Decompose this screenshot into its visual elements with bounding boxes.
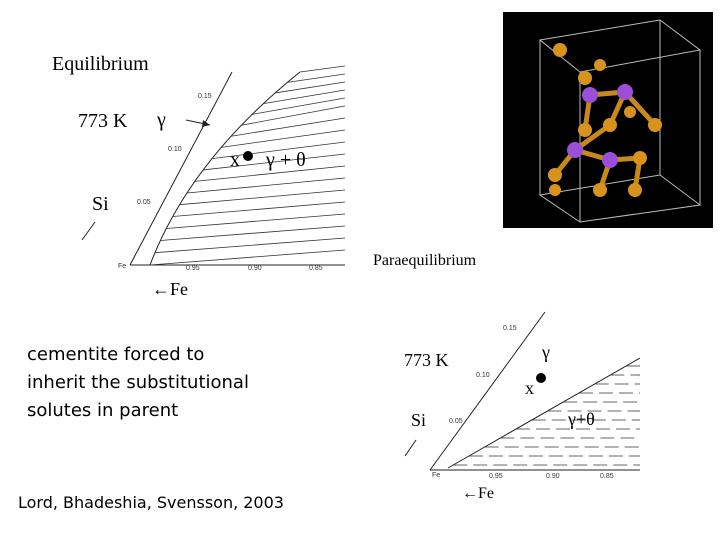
tie-line (166, 213, 346, 229)
arrow (81, 221, 96, 241)
si-axis (429, 311, 546, 471)
phase-boundary (447, 357, 641, 469)
point-label: x (525, 378, 534, 398)
tie-line (172, 201, 346, 217)
tie-line (231, 117, 346, 137)
tie-line (299, 65, 346, 73)
tie-line (160, 225, 346, 241)
tie-line (211, 141, 346, 159)
paraequilibrium-diagram: Paraequilibrium 773 K γ x γ+θ Si ←Fe Fe … (373, 252, 641, 502)
gamma: γ (156, 109, 166, 131)
tie-line (194, 165, 346, 182)
tie-line (275, 81, 346, 94)
tie-line (154, 237, 346, 254)
si-tick: 0.05 (137, 199, 151, 206)
tie-line (241, 105, 346, 126)
gamma: γ (541, 342, 550, 362)
fe-tick: 0.95 (489, 473, 503, 480)
si-tick: 0.15 (503, 325, 517, 332)
fe-corner: Fe (432, 472, 440, 479)
crystal-image (503, 12, 713, 228)
fe-corner: Fe (118, 263, 126, 270)
caption-line: inherit the substitutional (27, 372, 249, 393)
fe-axis-label: ←Fe (462, 485, 494, 502)
arrow-head (202, 120, 210, 127)
tie-line (287, 73, 346, 83)
tie-line (203, 153, 346, 171)
fe-tick: 0.85 (600, 473, 614, 480)
tie-line (179, 189, 346, 206)
title: Paraequilibrium (373, 252, 477, 269)
tie-line (252, 97, 346, 115)
tie-line (149, 249, 346, 266)
two-phase: γ+θ (567, 409, 595, 429)
si-tick: 0.10 (168, 146, 182, 153)
alloy-point (536, 373, 546, 383)
alloy-point (243, 151, 253, 161)
fe-tick: 0.90 (546, 473, 560, 480)
tie-lines (453, 365, 640, 466)
caption-line: solutes in parent (27, 400, 178, 421)
fe-tick: 0.90 (248, 265, 262, 272)
temperature: 773 K (78, 110, 128, 132)
si-tick: 0.10 (476, 372, 490, 379)
si-tick: 0.15 (198, 93, 212, 100)
si-label: Si (411, 410, 426, 430)
tie-line (186, 177, 346, 194)
tie-line (221, 129, 346, 148)
tie-line (263, 89, 346, 104)
phase-boundary (149, 71, 301, 266)
si-tick: 0.05 (449, 418, 463, 425)
fe-tick: 0.85 (309, 265, 323, 272)
si-label: Si (92, 193, 109, 215)
arrow (404, 439, 417, 457)
si-axis (129, 71, 233, 266)
fe-tick: 0.95 (186, 265, 200, 272)
fe-axis-label: ←Fe (152, 279, 188, 299)
citation: Lord, Bhadeshia, Svensson, 2003 (18, 493, 284, 512)
title: Equilibrium (52, 53, 149, 75)
caption-line: cementite forced to (27, 344, 204, 365)
equilibrium-diagram: Equilibrium 773 K γ x γ + θ Si ←Fe Fe 0.… (52, 53, 346, 299)
two-phase: γ + θ (265, 149, 306, 171)
point-label: x (230, 149, 240, 171)
temperature: 773 K (404, 350, 449, 370)
tie-lines (149, 65, 346, 266)
